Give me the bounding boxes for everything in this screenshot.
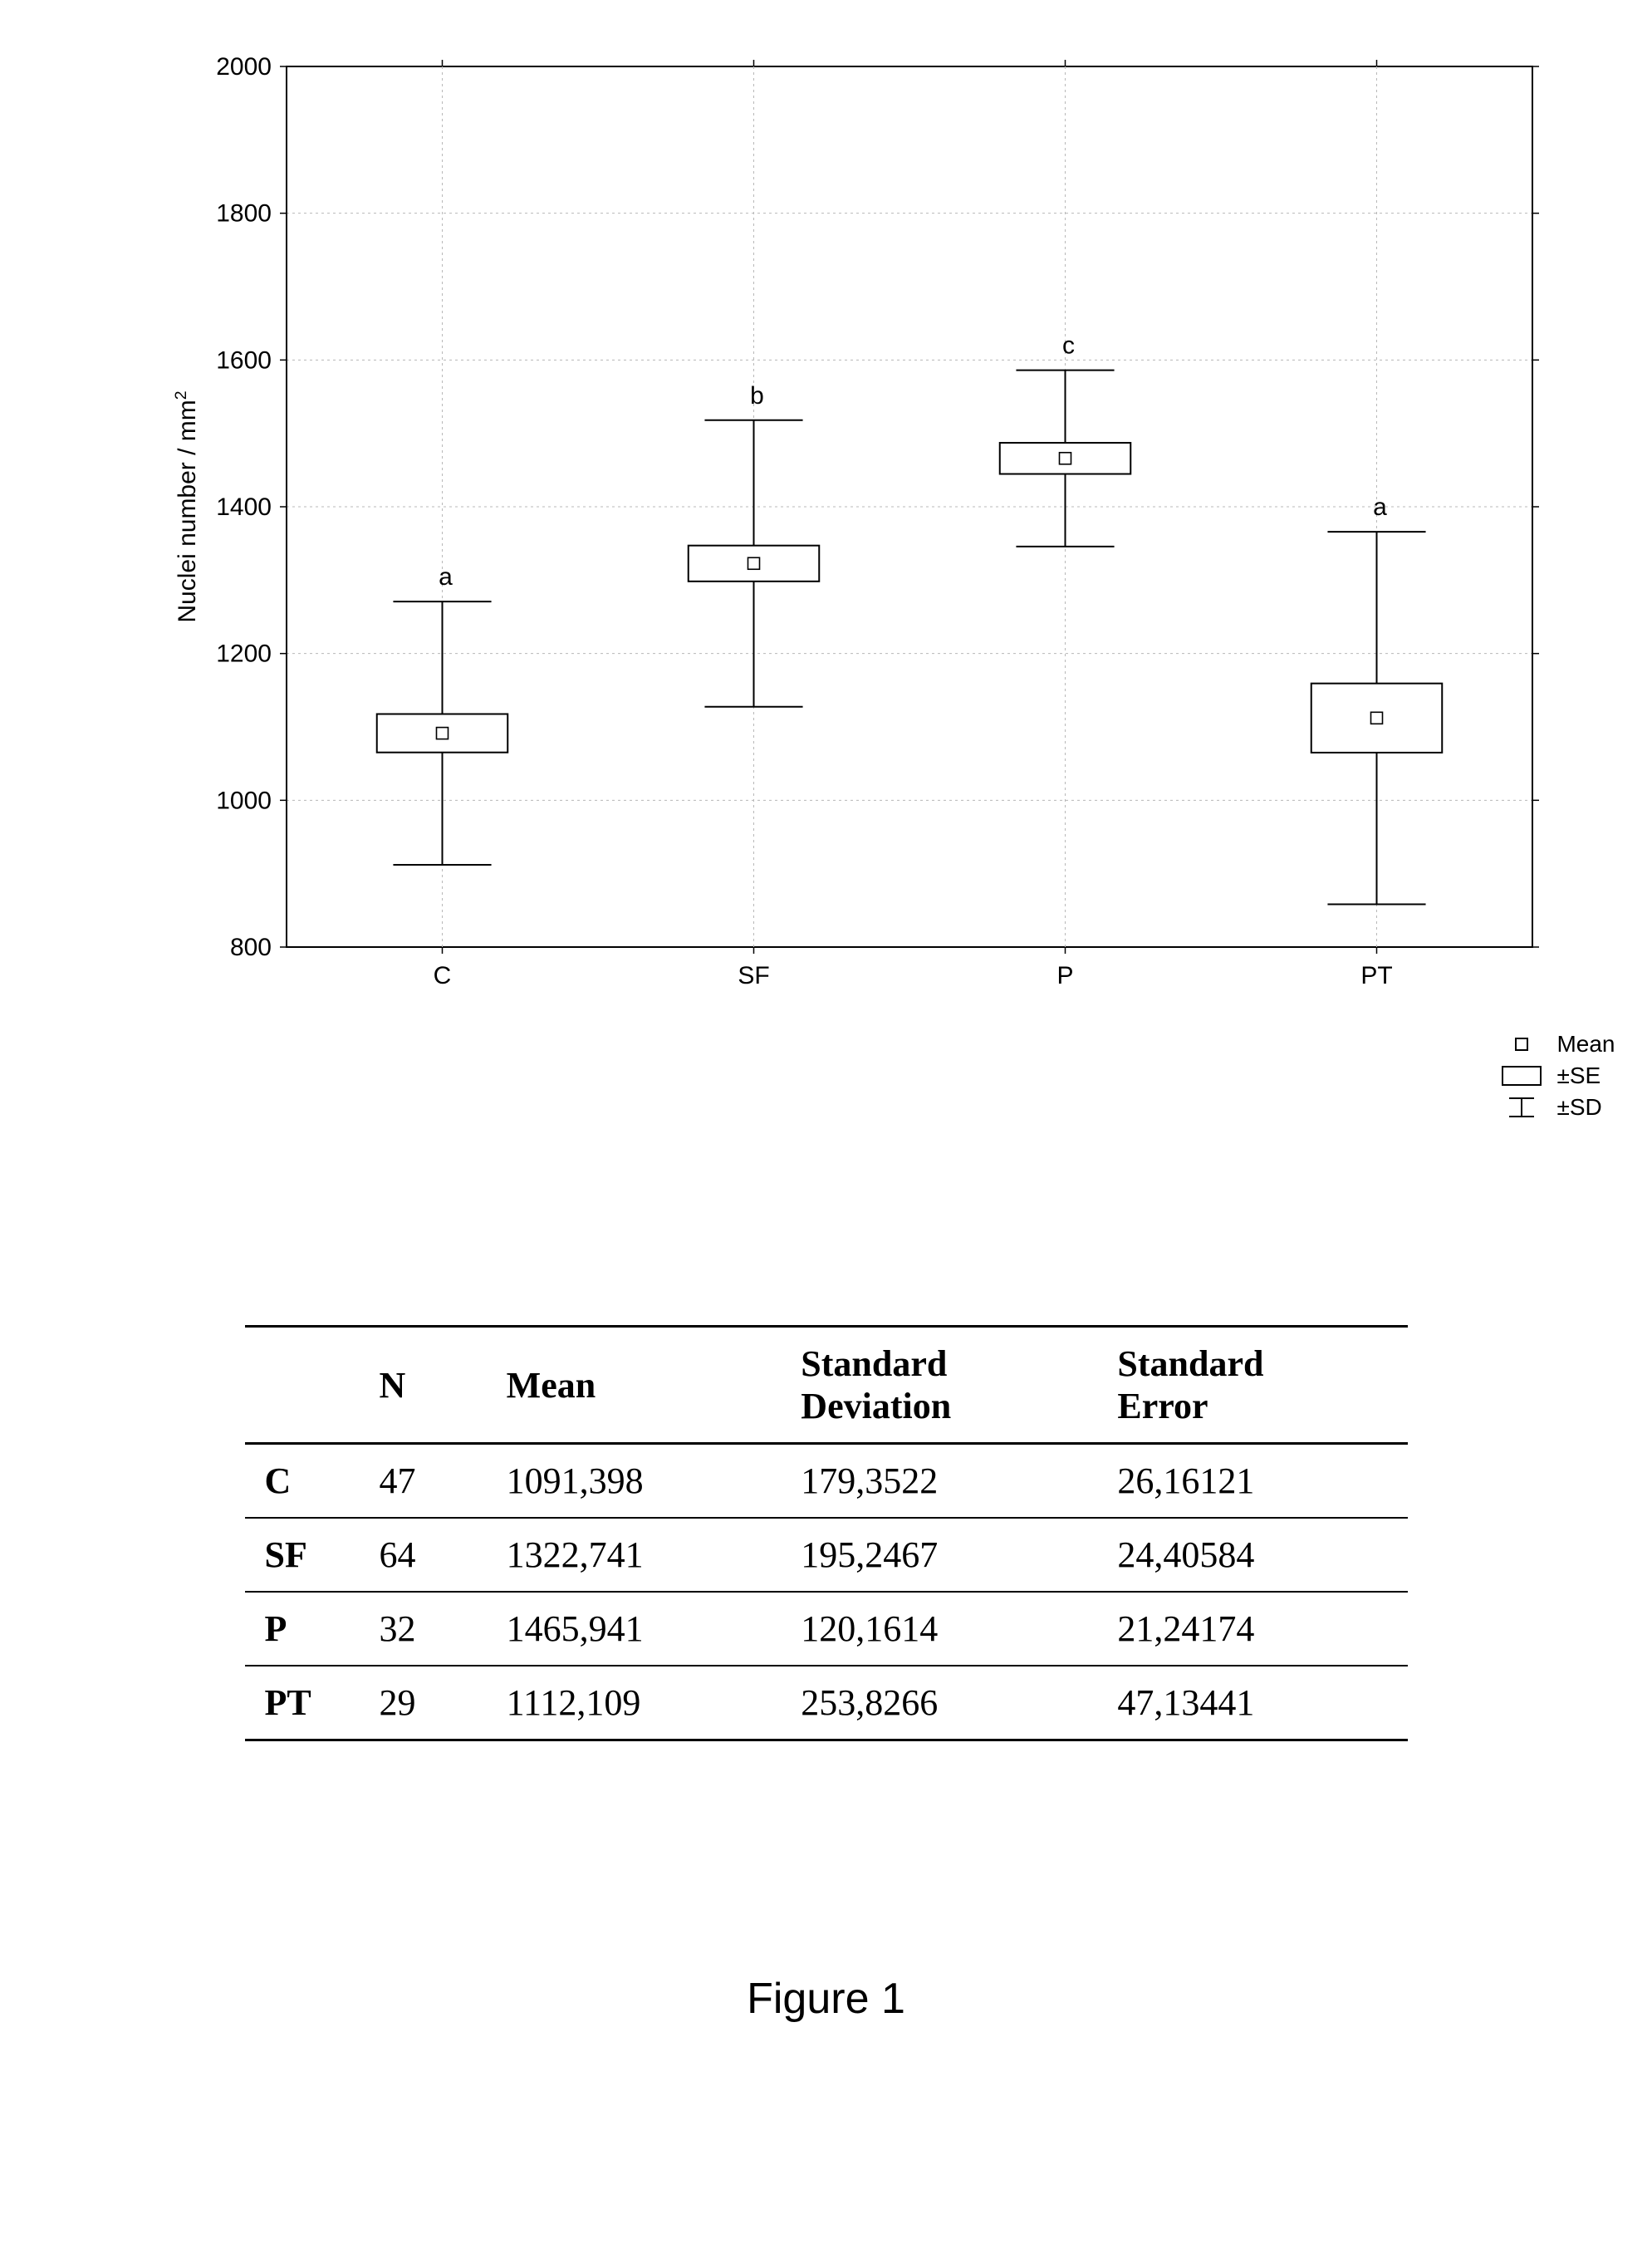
table-cell: 120,1614	[781, 1592, 1097, 1666]
table-header-cell: N	[360, 1327, 487, 1444]
stats-table: NMeanStandardDeviationStandardError C471…	[245, 1325, 1408, 1741]
table-cell: 179,3522	[781, 1444, 1097, 1519]
legend-se: ±SE	[1497, 1063, 1615, 1089]
table-cell: 32	[360, 1592, 487, 1666]
table-cell: 253,8266	[781, 1666, 1097, 1740]
figure-container: 800 1000 1200 1400 1600 1800 2000 Nuclei number…	[37, 50, 1615, 2024]
table-cell: 47,13441	[1097, 1666, 1407, 1740]
table-cell: PT	[245, 1666, 360, 1740]
svg-text:a: a	[1373, 493, 1387, 521]
table-header-cell	[245, 1327, 360, 1444]
table-cell: C	[245, 1444, 360, 1519]
table-cell: 1322,741	[487, 1518, 782, 1592]
table-cell: 195,2467	[781, 1518, 1097, 1592]
legend-mean: Mean	[1497, 1031, 1615, 1058]
table-cell: 29	[360, 1666, 487, 1740]
table-cell: 26,16121	[1097, 1444, 1407, 1519]
svg-text:1400: 1400	[216, 493, 272, 521]
sd-whisker-icon	[1497, 1095, 1547, 1120]
legend-sd-label: ±SD	[1556, 1094, 1601, 1121]
mean-marker-icon	[1497, 1037, 1547, 1052]
table-header: NMeanStandardDeviationStandardError	[245, 1327, 1408, 1444]
table-body: C471091,398179,352226,16121SF641322,7411…	[245, 1444, 1408, 1740]
svg-text:PT: PT	[1360, 962, 1392, 989]
legend-mean-label: Mean	[1556, 1031, 1615, 1058]
table-cell: SF	[245, 1518, 360, 1592]
svg-text:SF: SF	[738, 962, 769, 989]
svg-text:c: c	[1062, 332, 1075, 360]
svg-text:C: C	[433, 962, 451, 989]
table-cell: 47	[360, 1444, 487, 1519]
legend-sd: ±SD	[1497, 1094, 1615, 1121]
table-header-cell: StandardError	[1097, 1327, 1407, 1444]
table-cell: 1091,398	[487, 1444, 782, 1519]
svg-text:800: 800	[229, 934, 271, 961]
svg-text:P: P	[1056, 962, 1073, 989]
table-row: C471091,398179,352226,16121	[245, 1444, 1408, 1519]
table-cell: 1465,941	[487, 1592, 782, 1666]
svg-text:1600: 1600	[216, 346, 272, 374]
svg-text:Nuclei number / mm2: Nuclei number / mm2	[172, 390, 201, 622]
chart-wrapper: 800 1000 1200 1400 1600 1800 2000 Nuclei number…	[137, 50, 1466, 1026]
svg-text:2000: 2000	[216, 53, 272, 81]
table-cell: 64	[360, 1518, 487, 1592]
svg-text:1800: 1800	[216, 200, 272, 228]
table-cell: 24,40584	[1097, 1518, 1407, 1592]
se-box-icon	[1497, 1065, 1547, 1087]
svg-text:b: b	[750, 382, 764, 410]
table-header-cell: Mean	[487, 1327, 782, 1444]
boxplot-chart: 800 1000 1200 1400 1600 1800 2000 Nuclei number…	[137, 50, 1566, 1022]
table-cell: 21,24174	[1097, 1592, 1407, 1666]
table-header-cell: StandardDeviation	[781, 1327, 1097, 1444]
svg-text:1200: 1200	[216, 641, 272, 668]
figure-caption: Figure 1	[37, 1974, 1615, 2024]
legend-se-label: ±SE	[1556, 1063, 1601, 1089]
svg-text:1000: 1000	[216, 787, 272, 814]
table-row: PT291112,109253,826647,13441	[245, 1666, 1408, 1740]
chart-legend: Mean ±SE ±SD	[1497, 1031, 1615, 1126]
svg-text:a: a	[439, 563, 453, 591]
table-row: SF641322,741195,246724,40584	[245, 1518, 1408, 1592]
table-cell: 1112,109	[487, 1666, 782, 1740]
table-cell: P	[245, 1592, 360, 1666]
table-row: P321465,941120,161421,24174	[245, 1592, 1408, 1666]
